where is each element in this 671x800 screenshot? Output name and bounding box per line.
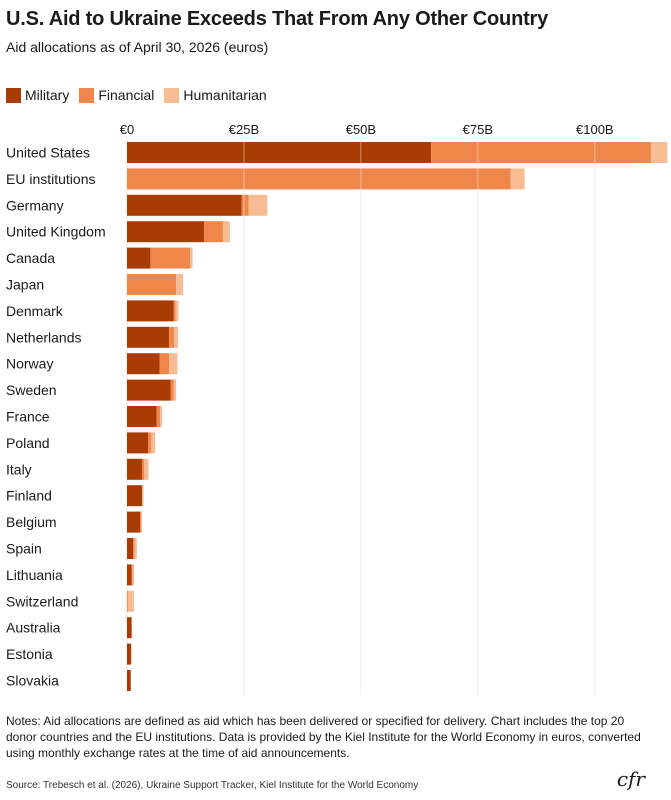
bar-segment — [132, 564, 135, 586]
bar-segment — [127, 353, 160, 375]
bar-segment — [127, 590, 135, 612]
x-tick-label: €25B — [229, 122, 259, 137]
bar-segment — [127, 274, 177, 295]
category-label: Australia — [6, 620, 61, 636]
bar-segment — [127, 142, 432, 163]
bar-segment — [169, 353, 178, 375]
bar-segment — [127, 326, 170, 348]
category-label: Japan — [6, 277, 44, 293]
bar-segment — [127, 617, 132, 639]
bar-segment — [222, 221, 230, 243]
legend-label-humanitarian: Humanitarian — [183, 87, 267, 103]
legend-label-military: Military — [25, 87, 70, 103]
bar-segment — [127, 194, 242, 216]
bar-segment — [173, 379, 177, 401]
bar-segment — [150, 247, 191, 269]
legend-item-financial: Financial — [79, 87, 154, 103]
bar-segment — [156, 406, 161, 427]
category-label: United Kingdom — [6, 224, 106, 240]
category-label: Denmark — [6, 303, 64, 319]
bar-segment — [134, 538, 137, 559]
category-label: Italy — [6, 461, 32, 477]
chart-subtitle: Aid allocations as of April 30, 2026 (eu… — [6, 39, 269, 55]
bar-segment — [144, 458, 149, 480]
bar-segment — [127, 406, 157, 427]
chart-title: U.S. Aid to Ukraine Exceeds That From An… — [6, 8, 549, 30]
category-label: Poland — [6, 435, 50, 451]
bar-segment — [141, 458, 145, 480]
bar-segment — [176, 274, 184, 295]
bar-segment — [142, 485, 144, 507]
legend: Military Financial Humanitarian — [6, 87, 277, 103]
bar-segment — [127, 458, 142, 480]
bar-segment — [140, 511, 142, 533]
bar-segment — [160, 406, 163, 427]
category-label: Finland — [6, 488, 52, 504]
bar-segment — [127, 670, 131, 691]
bar-segment — [510, 168, 525, 190]
bar-segment — [127, 564, 132, 586]
bar-segment — [127, 485, 142, 507]
bar-segment — [173, 300, 176, 322]
bar-segment — [204, 221, 223, 243]
bar-segment — [127, 221, 205, 243]
bar-segment — [127, 168, 511, 190]
category-label: Canada — [6, 250, 55, 266]
bar-segment — [148, 432, 152, 454]
bar-segment — [127, 379, 171, 401]
category-label: United States — [6, 145, 90, 161]
bar-segment — [127, 511, 141, 533]
x-tick-label: €50B — [346, 122, 376, 137]
bar-segment — [190, 247, 193, 269]
bar-chart: United States EU institutions Germany Unite… — [6, 122, 668, 695]
bar-segment — [127, 538, 134, 559]
bar-segment — [127, 300, 174, 322]
bar-segment — [650, 142, 668, 163]
legend-swatch-humanitarian — [164, 87, 180, 103]
bar-segment — [431, 142, 651, 163]
bar-segment — [131, 564, 133, 586]
legend-swatch-financial — [79, 87, 95, 103]
bar-segment — [127, 247, 151, 269]
category-label: Netherlands — [6, 329, 82, 345]
category-label: Slovakia — [6, 673, 59, 689]
bar-segment — [175, 300, 179, 322]
category-label: Belgium — [6, 514, 57, 530]
x-tick-label: €100B — [576, 122, 614, 137]
bar-segment — [169, 326, 175, 348]
category-label: Spain — [6, 541, 42, 557]
cfr-logo: cfr — [616, 767, 645, 791]
bar-segment — [127, 432, 149, 454]
bar-segment — [141, 511, 142, 533]
category-label: Germany — [6, 197, 64, 213]
legend-swatch-military — [6, 87, 21, 103]
x-tick-label: €0 — [120, 122, 134, 137]
bar-segment — [174, 326, 178, 348]
category-label: EU institutions — [6, 171, 95, 187]
category-label: Sweden — [6, 382, 57, 398]
bar-segment — [248, 194, 268, 216]
bar-segment — [127, 590, 128, 612]
bar-segment — [127, 643, 132, 665]
chart-notes: Notes: Aid allocations are defined as ai… — [6, 714, 641, 760]
bar-segment — [241, 194, 249, 216]
category-label: Lithuania — [6, 567, 63, 583]
x-tick-label: €75B — [463, 122, 493, 137]
category-label: Norway — [6, 356, 53, 372]
legend-item-humanitarian: Humanitarian — [164, 87, 267, 103]
category-label: Switzerland — [6, 593, 78, 609]
legend-label-financial: Financial — [98, 87, 155, 103]
category-label: France — [6, 409, 50, 425]
chart-source: Source: Trebesch et al. (2026), Ukraine … — [6, 780, 419, 791]
category-label: Estonia — [6, 646, 53, 662]
bar-segment — [170, 379, 174, 401]
bar-segment — [133, 538, 135, 559]
bar-segment — [159, 353, 170, 375]
bar-segment — [151, 432, 156, 454]
legend-item-military: Military — [6, 87, 69, 103]
